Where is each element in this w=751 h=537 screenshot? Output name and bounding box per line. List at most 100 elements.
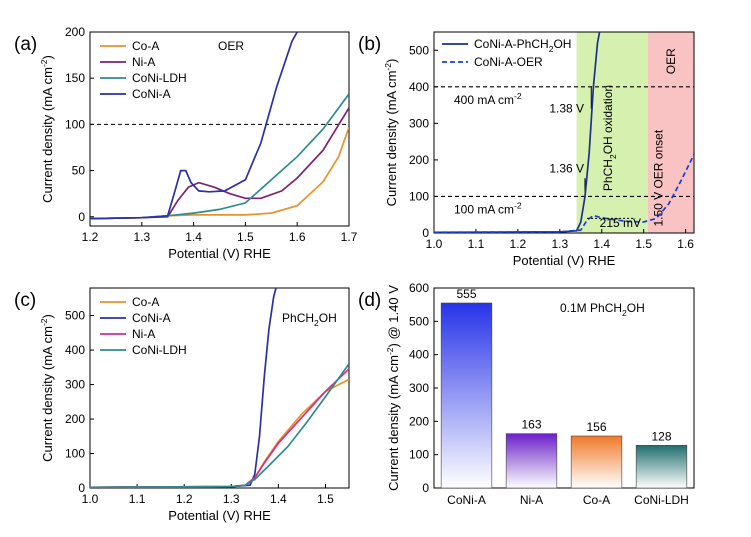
series-line-coni-a-oer [434, 154, 694, 233]
legend-label: Ni-A [132, 55, 155, 69]
reference-line-label: 400 mA cm-2​ [454, 91, 522, 107]
annotation-label: PhCH2​OH [282, 311, 337, 328]
series-line-coni-a [90, 32, 298, 220]
x-tick-label: 1.4 [593, 237, 610, 251]
panel-b: Current density (mA cm-2​) 400 mA cm-2​ 10… [383, 31, 695, 234]
annotation-label: 1.36 V [549, 162, 584, 176]
annotation-label: OER [218, 39, 244, 53]
x-tick-label: 1.3 [551, 237, 568, 251]
series-line-coni-ldh [90, 363, 349, 488]
y-tick-label: 200 [409, 414, 429, 428]
panel-letter: (a) [14, 34, 37, 55]
shaded-region [647, 32, 694, 233]
x-axis-label: Potential (V) RHE [513, 253, 616, 268]
legend-label: CoNi-A [132, 311, 171, 325]
x-tick-label: 1.3 [133, 230, 150, 244]
panel-d: Current density (mA cm-2​) @ 1.40 V 0.1M … [385, 285, 695, 491]
y-axis-label: Current density (mA cm-2​) [383, 59, 399, 207]
x-tick-label: 1.3 [223, 492, 240, 506]
panel-letter: (d) [358, 290, 381, 311]
plot-frame [89, 31, 350, 227]
y-tick-label: 600 [409, 281, 429, 295]
y-tick-label: 400 [65, 343, 85, 357]
bar-coni-a [440, 302, 493, 489]
x-tick-label: 1.2 [176, 492, 193, 506]
x-tick-label: 1.5 [237, 230, 254, 244]
legend-label: Co-A [132, 295, 159, 309]
panel-letter: (b) [358, 34, 381, 55]
series-line-co-a [90, 126, 349, 220]
x-tick-label: 1.5 [635, 237, 652, 251]
y-tick-label: 100 [409, 189, 429, 203]
x-tick-label: 1.5 [317, 492, 334, 506]
y-tick-label: 500 [409, 43, 429, 57]
bar-coni-ldh [635, 445, 688, 489]
y-axis-label: Current density (mA cm-2​) [39, 55, 55, 203]
plot-frame [89, 287, 350, 489]
panel-a: Current density (mA cm-2​) Co-A Ni-A CoNi-L… [39, 31, 350, 227]
shaded-region [576, 32, 648, 233]
legend-label: CoNi-LDH [132, 343, 187, 357]
y-axis-label: Current density (mA cm-2​) [39, 314, 55, 462]
y-tick-label: 300 [409, 116, 429, 130]
y-tick-label: 0 [422, 226, 429, 240]
annotation-label: 215 mV [600, 216, 641, 230]
x-tick-label: Ni-A [520, 493, 543, 507]
legend-label: CoNi-LDH [132, 71, 187, 85]
series-line-co-a [90, 378, 349, 488]
y-tick-label: 500 [65, 309, 85, 323]
bar-co-a [570, 435, 623, 489]
y-tick-label: 100 [409, 448, 429, 462]
bar-ni-a [505, 433, 558, 489]
x-tick-label: 1.6 [289, 230, 306, 244]
x-tick-label: 1.2 [82, 230, 99, 244]
bar-value-label: 555 [456, 287, 476, 301]
panel-letter: (c) [14, 290, 36, 311]
y-tick-label: 200 [409, 153, 429, 167]
region-label: PhCH2​OH oxidation [601, 85, 618, 191]
y-tick-label: 200 [65, 25, 85, 39]
x-tick-label: 1.1 [468, 237, 485, 251]
bar-value-label: 163 [521, 418, 541, 432]
x-tick-label: 1.2 [510, 237, 527, 251]
legend-label: CoNi-A-PhCH2​OH [474, 37, 571, 54]
x-tick-label: 1.0 [426, 237, 443, 251]
bar-value-label: 156 [586, 420, 606, 434]
y-tick-label: 100 [65, 117, 85, 131]
region-label: OER [664, 48, 678, 74]
legend-label: CoNi-A [132, 87, 171, 101]
x-tick-label: CoNi-LDH [634, 493, 689, 507]
y-tick-label: 500 [409, 314, 429, 328]
panel-c: Current density (mA cm-2​) Co-A CoNi-A Ni-A… [39, 287, 350, 489]
bar-value-label: 128 [651, 429, 671, 443]
y-axis-label: Current density (mA cm-2​) @ 1.40 V [385, 285, 401, 491]
series-line-ni-a [90, 368, 349, 488]
legend-label: Ni-A [132, 327, 155, 341]
legend-label: Co-A [132, 39, 159, 53]
annotation-label: 0.1M PhCH2​OH [560, 301, 645, 318]
x-tick-label: Co-A [583, 493, 610, 507]
y-tick-label: 0 [78, 210, 85, 224]
x-tick-label: 1.0 [82, 492, 99, 506]
y-tick-label: 100 [65, 447, 85, 461]
x-tick-label: 1.4 [270, 492, 287, 506]
legend-label: CoNi-A-OER [474, 55, 543, 69]
x-tick-label: 1.4 [185, 230, 202, 244]
y-tick-label: 400 [409, 80, 429, 94]
y-tick-label: 200 [65, 412, 85, 426]
y-tick-label: 0 [422, 481, 429, 495]
y-tick-label: 50 [72, 164, 86, 178]
y-tick-label: 400 [409, 348, 429, 362]
reference-line-label: 100 mA cm-2​ [454, 200, 522, 216]
x-tick-label: 1.6 [677, 237, 694, 251]
y-tick-label: 0 [78, 481, 85, 495]
y-tick-label: 300 [409, 381, 429, 395]
plot-frame [433, 31, 695, 234]
annotation-label: 1.50 V OER onset [652, 129, 666, 226]
x-axis-label: Potential (V) RHE [168, 246, 271, 261]
y-tick-label: 300 [65, 378, 85, 392]
y-tick-label: 150 [65, 71, 85, 85]
x-tick-label: CoNi-A [447, 493, 486, 507]
x-axis-label: Potential (V) RHE [168, 508, 271, 523]
